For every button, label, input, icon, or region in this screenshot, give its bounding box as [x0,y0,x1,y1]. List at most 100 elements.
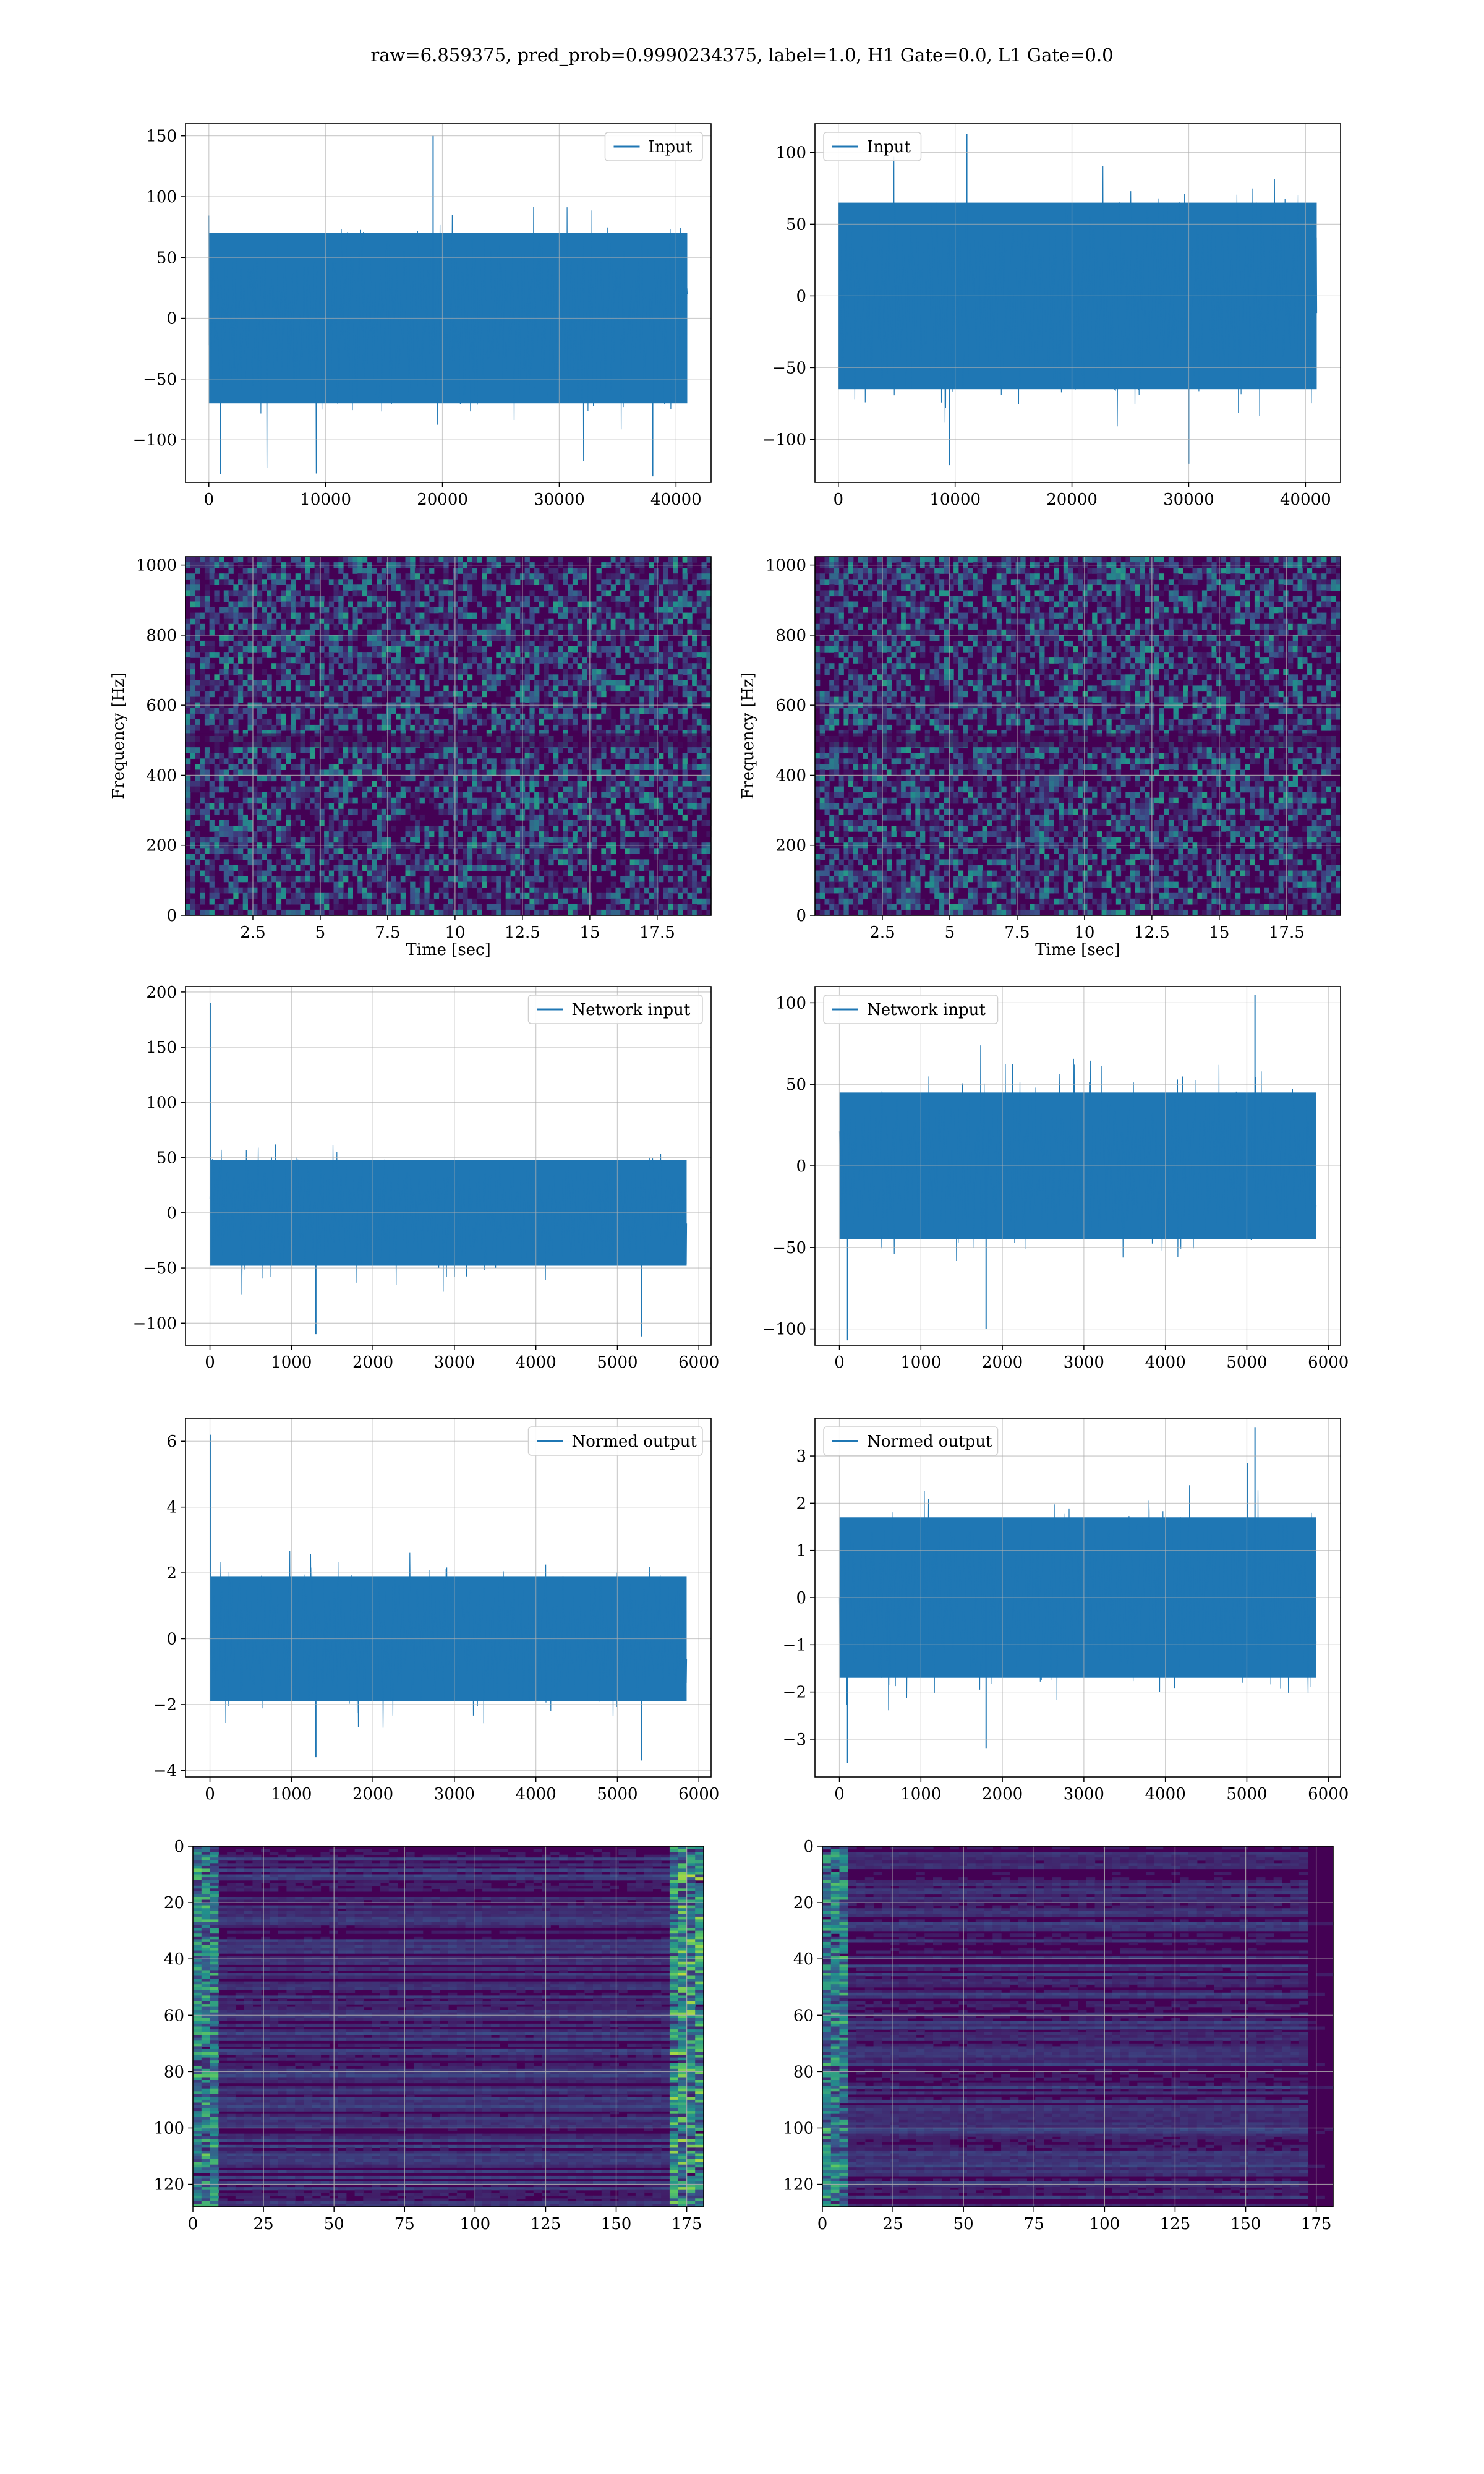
heatmap-cell [406,871,411,877]
heatmap-cell [334,624,339,630]
heatmap-cell [396,613,401,619]
heatmap-cell [654,725,659,731]
heatmap-cell [281,579,286,585]
heatmap-cell [257,691,262,698]
heatmap-cell [492,680,497,686]
heatmap-cell [678,630,683,636]
heatmap-cell [1245,557,1250,563]
heatmap-cell [501,635,506,641]
heatmap-cell [338,579,343,585]
heatmap-cell [534,888,539,894]
heatmap-cell [634,607,639,614]
heatmap-cell [506,630,511,636]
heatmap-cell [420,893,425,899]
heatmap-cell [673,663,678,669]
heatmap-cell [634,641,639,647]
heatmap-cell [558,876,563,883]
heatmap-cell [863,568,868,574]
heatmap-cell [343,893,348,899]
heatmap-cell [415,635,420,641]
heatmap-cell [506,708,511,714]
heatmap-cell [329,792,334,798]
heatmap-cell [243,618,248,625]
heatmap-cell [248,641,253,647]
heatmap-cell [625,781,630,787]
heatmap-cell [205,697,210,703]
heatmap-cell [515,747,520,753]
heatmap-cell [1183,579,1188,585]
heatmap-cell [578,775,582,781]
heatmap-cell [496,584,501,591]
heatmap-cell [396,764,401,770]
heatmap-cell [692,803,697,810]
heatmap-cell [472,758,477,764]
heatmap-cell [1054,568,1059,574]
heatmap-cell [391,624,396,630]
heatmap-cell [420,865,425,871]
heatmap-cell [401,596,406,602]
heatmap-cell [362,573,367,580]
heatmap-cell [578,769,582,776]
heatmap-cell [281,719,286,726]
heatmap-cell [382,792,386,798]
heatmap-cell [692,831,697,837]
heatmap-cell [233,584,238,591]
heatmap-cell [573,888,578,894]
heatmap-cell [463,865,467,871]
heatmap-cell [296,787,301,793]
heatmap-cell [195,557,200,563]
heatmap-cell [625,596,630,602]
heatmap-cell [229,568,234,574]
heatmap-cell [511,652,516,658]
heatmap-cell [1106,573,1111,580]
heatmap-cell [248,646,253,653]
heatmap-cell [620,781,625,787]
heatmap-cell [630,769,635,776]
heatmap-cell [634,859,639,865]
heatmap-cell [906,584,911,591]
heatmap-cell [515,557,520,563]
heatmap-cell [424,624,429,630]
heatmap-cell [439,837,444,843]
heatmap-cell [353,725,358,731]
heatmap-cell [553,893,558,899]
heatmap-cell [362,904,367,910]
heatmap-cell [420,557,425,563]
heatmap-cell [357,652,362,658]
heatmap-cell [553,787,558,793]
heatmap-cell [515,831,520,837]
heatmap-band [186,733,711,747]
heatmap-cell [348,888,353,894]
heatmap-cell [573,613,578,619]
heatmap-cell [848,579,853,585]
heatmap-cell [391,657,396,664]
heatmap-cell [214,764,219,770]
heatmap-cell [434,674,439,680]
heatmap-cell [382,848,386,854]
heatmap-cell [324,630,329,636]
heatmap-cell [496,781,501,787]
heatmap-cell [601,708,606,714]
heatmap-cell [477,815,482,821]
heatmap-cell [257,557,262,563]
heatmap-cell [1245,568,1250,574]
heatmap-cell [291,725,296,731]
heatmap-cell [578,753,582,759]
heatmap-cell [868,568,872,574]
heatmap-cell [887,590,892,596]
heatmap-cell [544,691,549,698]
heatmap-cell [224,630,229,636]
heatmap-cell [592,602,597,608]
heatmap-cell [548,815,553,821]
heatmap-cell [654,798,659,804]
heatmap-cell [406,753,411,759]
heatmap-cell [582,820,587,826]
heatmap-cell [219,607,224,614]
heatmap-cell [1064,579,1068,585]
heatmap-cell [463,579,467,585]
heatmap-cell [1193,579,1198,585]
heatmap-cell [224,596,229,602]
heatmap-cell [267,596,271,602]
heatmap-cell [458,758,463,764]
heatmap-cell [448,753,453,759]
